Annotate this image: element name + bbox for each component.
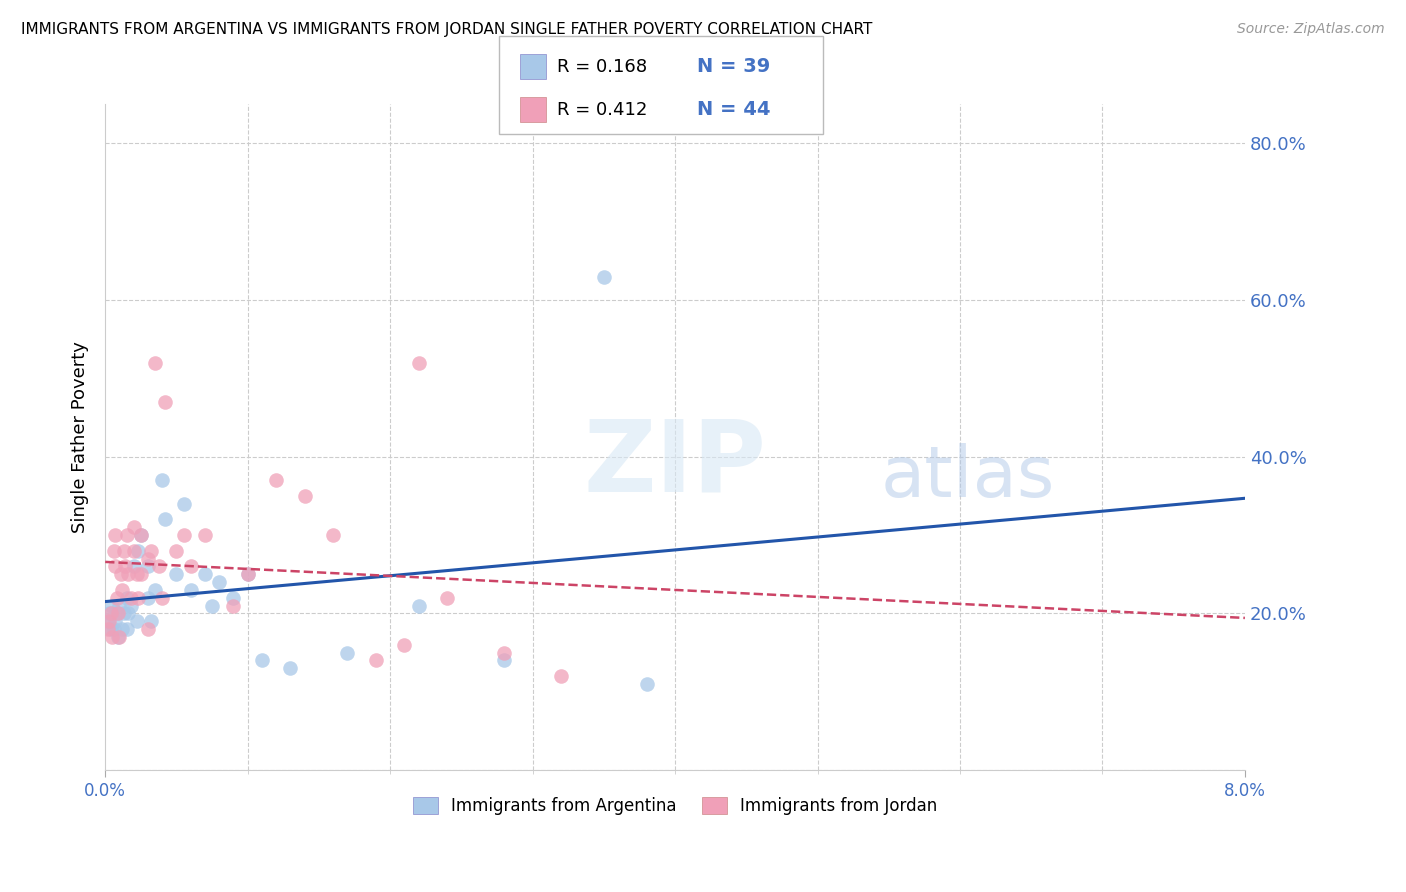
Point xyxy=(122,520,145,534)
Point xyxy=(115,528,138,542)
Point xyxy=(105,607,128,621)
Point xyxy=(153,395,176,409)
Point xyxy=(100,607,122,621)
Point xyxy=(112,607,135,621)
Point xyxy=(322,528,344,542)
Point xyxy=(408,356,430,370)
Point xyxy=(104,528,127,542)
Point xyxy=(100,622,122,636)
Point xyxy=(98,607,121,621)
Point xyxy=(250,653,273,667)
Point xyxy=(115,591,138,605)
Point xyxy=(107,607,129,621)
Point xyxy=(110,567,132,582)
Point xyxy=(125,567,148,582)
Point xyxy=(105,591,128,605)
Text: atlas: atlas xyxy=(880,442,1054,511)
Point xyxy=(165,543,187,558)
Point xyxy=(97,622,120,636)
Point xyxy=(129,528,152,542)
Point xyxy=(173,497,195,511)
Point xyxy=(112,543,135,558)
Y-axis label: Single Father Poverty: Single Father Poverty xyxy=(72,341,89,533)
Point xyxy=(208,574,231,589)
Point xyxy=(294,489,316,503)
Point xyxy=(180,559,202,574)
Point xyxy=(364,653,387,667)
Point xyxy=(108,630,131,644)
Point xyxy=(107,630,129,644)
Point xyxy=(127,543,149,558)
Point xyxy=(165,567,187,582)
Point xyxy=(104,614,127,628)
Point xyxy=(150,473,173,487)
Point xyxy=(408,599,430,613)
Point xyxy=(194,567,217,582)
Point xyxy=(139,614,162,628)
Point xyxy=(97,614,120,628)
Point xyxy=(550,669,572,683)
Point xyxy=(136,559,159,574)
Point xyxy=(115,622,138,636)
Point xyxy=(127,591,149,605)
Point xyxy=(139,543,162,558)
Point xyxy=(143,582,166,597)
Point xyxy=(103,543,125,558)
Point xyxy=(104,559,127,574)
Point xyxy=(111,622,134,636)
Point xyxy=(129,567,152,582)
Text: Source: ZipAtlas.com: Source: ZipAtlas.com xyxy=(1237,22,1385,37)
Point xyxy=(173,528,195,542)
Point xyxy=(136,551,159,566)
Point xyxy=(180,582,202,597)
Point xyxy=(148,559,170,574)
Point xyxy=(122,559,145,574)
Point xyxy=(117,567,139,582)
Point xyxy=(264,473,287,487)
Legend: Immigrants from Argentina, Immigrants from Jordan: Immigrants from Argentina, Immigrants fr… xyxy=(406,790,943,822)
Point xyxy=(194,528,217,542)
Point xyxy=(122,543,145,558)
Point xyxy=(494,646,516,660)
Text: ZIP: ZIP xyxy=(583,416,766,512)
Point xyxy=(201,599,224,613)
Text: N = 39: N = 39 xyxy=(697,57,770,77)
Point xyxy=(120,599,142,613)
Point xyxy=(436,591,458,605)
Text: R = 0.168: R = 0.168 xyxy=(557,58,647,76)
Point xyxy=(98,614,121,628)
Point xyxy=(117,607,139,621)
Point xyxy=(636,677,658,691)
Point xyxy=(236,567,259,582)
Text: IMMIGRANTS FROM ARGENTINA VS IMMIGRANTS FROM JORDAN SINGLE FATHER POVERTY CORREL: IMMIGRANTS FROM ARGENTINA VS IMMIGRANTS … xyxy=(21,22,873,37)
Point xyxy=(280,661,302,675)
Point xyxy=(129,528,152,542)
Point xyxy=(153,512,176,526)
Point xyxy=(222,599,245,613)
Point xyxy=(136,591,159,605)
Text: R = 0.412: R = 0.412 xyxy=(557,101,647,119)
Point xyxy=(101,630,124,644)
Point xyxy=(103,622,125,636)
Point xyxy=(222,591,245,605)
Point xyxy=(236,567,259,582)
Point xyxy=(592,269,614,284)
Point xyxy=(394,638,416,652)
Point xyxy=(120,591,142,605)
Text: N = 44: N = 44 xyxy=(697,100,770,120)
Point xyxy=(101,599,124,613)
Point xyxy=(111,582,134,597)
Point xyxy=(150,591,173,605)
Point xyxy=(494,653,516,667)
Point xyxy=(108,599,131,613)
Point xyxy=(336,646,359,660)
Point xyxy=(125,614,148,628)
Point xyxy=(143,356,166,370)
Point xyxy=(114,559,136,574)
Point xyxy=(136,622,159,636)
